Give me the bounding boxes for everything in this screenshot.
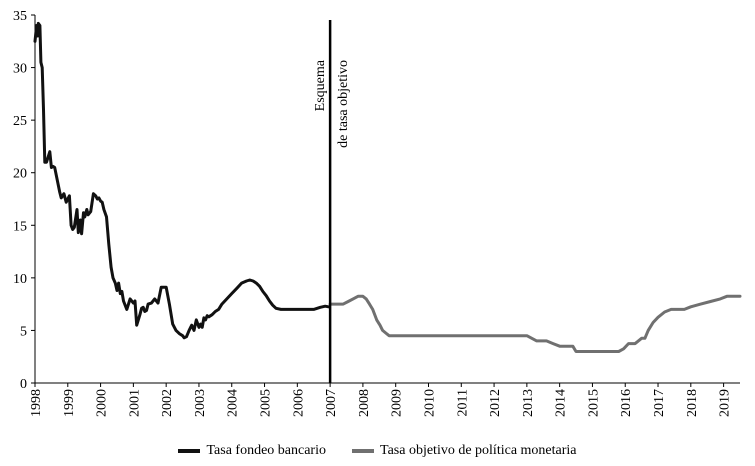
x-axis: 1998 1999 2000 2001 2002 2003 2004 2005 2006 2007…	[29, 382, 740, 417]
legend-label-fondeo: Tasa fondeo bancario	[206, 443, 326, 458]
x-tick-label: 2002	[160, 389, 175, 417]
y-tick-label: 35	[13, 9, 27, 24]
x-tick-label: 2014	[554, 389, 569, 417]
legend-item-fondeo: Tasa fondeo bancario	[178, 443, 326, 459]
legend-item-objetivo: Tasa objetivo de política monetaria	[352, 443, 577, 459]
x-tick-label: 2000	[95, 389, 110, 417]
legend-swatch-objetivo	[352, 449, 374, 453]
y-tick-label: 5	[20, 324, 27, 339]
y-tick-label: 0	[20, 377, 27, 392]
y-tick-label: 25	[13, 114, 27, 129]
x-tick-label: 2001	[127, 389, 142, 417]
x-tick-label: 2015	[586, 389, 601, 417]
y-axis: 0 5 10 15 20 25 30 35	[13, 9, 36, 392]
x-tick-label: 2012	[488, 389, 503, 417]
series-layer	[33, 21, 742, 353]
x-tick-label: 2003	[193, 389, 208, 417]
annotation-label-line-2: de tasa objetivo	[336, 60, 351, 148]
annotation-label-line-1: Esquema	[313, 59, 328, 111]
legend-label-objetivo: Tasa objetivo de política monetaria	[380, 443, 577, 458]
x-tick-label: 2013	[521, 389, 536, 417]
x-tick-label: 2010	[422, 389, 437, 417]
x-tick-label: 1998	[29, 389, 44, 417]
x-tick-label: 2011	[455, 389, 470, 416]
legend-swatch-fondeo	[178, 449, 201, 453]
x-tick-label: 2017	[652, 389, 667, 417]
x-tick-label: 2004	[226, 389, 241, 417]
legend: Tasa fondeo bancario Tasa objetivo de po…	[0, 439, 755, 463]
x-tick-label: 2019	[718, 389, 733, 417]
series-line-fondeo	[33, 21, 330, 340]
annotation-layer: Esquema de tasa objetivo	[313, 20, 351, 383]
series-line-objetivo	[328, 294, 742, 353]
x-tick-label: 2008	[357, 389, 372, 417]
x-tick-label: 2016	[619, 389, 634, 417]
x-tick-label: 2007	[324, 389, 339, 417]
chart-area: 0 5 10 15 20 25 30 35 1998 1999 2000 2001 2002 2003 2…	[13, 9, 742, 417]
y-tick-label: 15	[13, 219, 27, 234]
x-tick-label: 2018	[685, 389, 700, 417]
x-tick-label: 2006	[291, 389, 306, 417]
y-tick-label: 30	[13, 62, 27, 77]
x-tick-label: 2005	[259, 389, 274, 417]
x-tick-label: 2009	[390, 389, 405, 417]
x-tick-label: 1999	[62, 389, 77, 417]
y-tick-label: 10	[13, 272, 27, 287]
y-tick-label: 20	[13, 167, 27, 182]
